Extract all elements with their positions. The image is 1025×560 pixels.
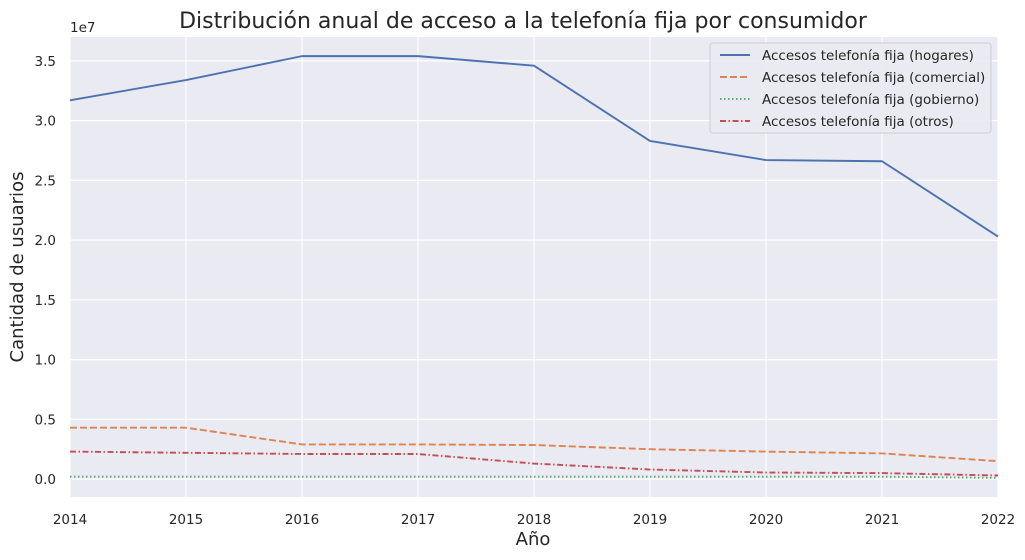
series-line <box>70 426 999 463</box>
series-line <box>69 55 999 238</box>
x-tick-label: 2016 <box>285 512 319 528</box>
y-tick-label: 3.5 <box>35 54 56 70</box>
y-tick-label: 0.0 <box>35 472 56 488</box>
y-tick-labels: 0.0 0.5 1.0 1.5 2.0 2.5 3.0 3.5 <box>35 54 56 488</box>
series-lines <box>69 55 999 479</box>
x-tick-label: 2020 <box>749 512 783 528</box>
x-tick-label: 2022 <box>981 512 1015 528</box>
y-tick-label: 3.0 <box>35 114 56 130</box>
x-tick-labels: 2014 2015 2016 2017 2018 2019 2020 2021 2022 <box>53 512 1015 528</box>
legend-label: Accesos telefonía fija (gobierno) <box>762 92 979 108</box>
series-line <box>69 450 999 477</box>
x-tick-label: 2014 <box>53 512 87 528</box>
x-axis-label: Año <box>516 529 551 550</box>
y-axis-offset-label: 1e7 <box>70 20 95 36</box>
series-line <box>70 475 999 479</box>
legend: Accesos telefonía fija (hogares) Accesos … <box>709 42 992 134</box>
x-tick-label: 2017 <box>401 512 435 528</box>
y-tick-label: 2.0 <box>35 233 56 249</box>
y-axis-label: Cantidad de usuarios <box>7 172 28 363</box>
y-tick-label: 1.5 <box>35 293 56 309</box>
legend-label: Accesos telefonía fija (hogares) <box>762 48 974 64</box>
x-tick-label: 2021 <box>865 512 899 528</box>
legend-label: Accesos telefonía fija (comercial) <box>762 70 985 86</box>
x-tick-label: 2019 <box>633 512 667 528</box>
x-tick-label: 2018 <box>517 512 551 528</box>
legend-label: Accesos telefonía fija (otros) <box>762 114 954 130</box>
legend-box <box>709 42 992 134</box>
y-tick-label: 2.5 <box>35 173 56 189</box>
x-tick-label: 2015 <box>169 512 203 528</box>
chart-title: Distribución anual de acceso a la telefo… <box>179 9 868 34</box>
y-tick-label: 1.0 <box>35 353 56 369</box>
y-tick-label: 0.5 <box>35 412 56 428</box>
